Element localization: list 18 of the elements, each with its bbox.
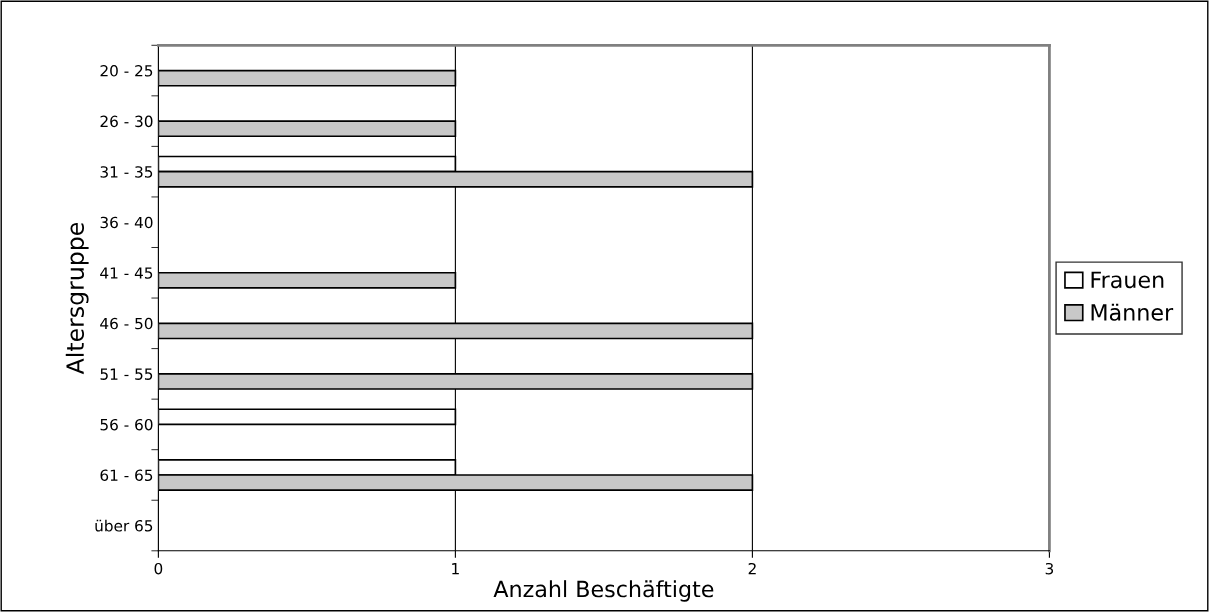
y-tick-label: 56 - 60 [100,418,153,431]
y-tick-label: 20 - 25 [100,65,153,77]
y-axis-title: Altersgruppe [65,222,89,375]
x-tick-label: 1 [452,563,459,575]
y-tick-label: 61 - 65 [100,469,153,481]
y-tick-label: 41 - 45 [100,267,153,279]
legend-label: Männer [1091,303,1174,321]
y-tick-label: 51 - 55 [100,368,153,380]
y-tick-label: 26 - 30 [100,115,153,128]
y-tick-label: 46 - 50 [100,317,153,330]
y-tick-label: 31 - 35 [100,166,153,178]
x-axis-title: Anzahl Beschäftigte [493,580,714,602]
x-tick-label: 0 [154,562,163,575]
legend-label: Frauen [1091,271,1164,289]
y-tick-label: 36 - 40 [100,216,153,229]
y-tick-label: über 65 [95,519,153,532]
x-tick-label: 2 [748,562,756,575]
x-tick-label: 3 [1045,562,1054,575]
